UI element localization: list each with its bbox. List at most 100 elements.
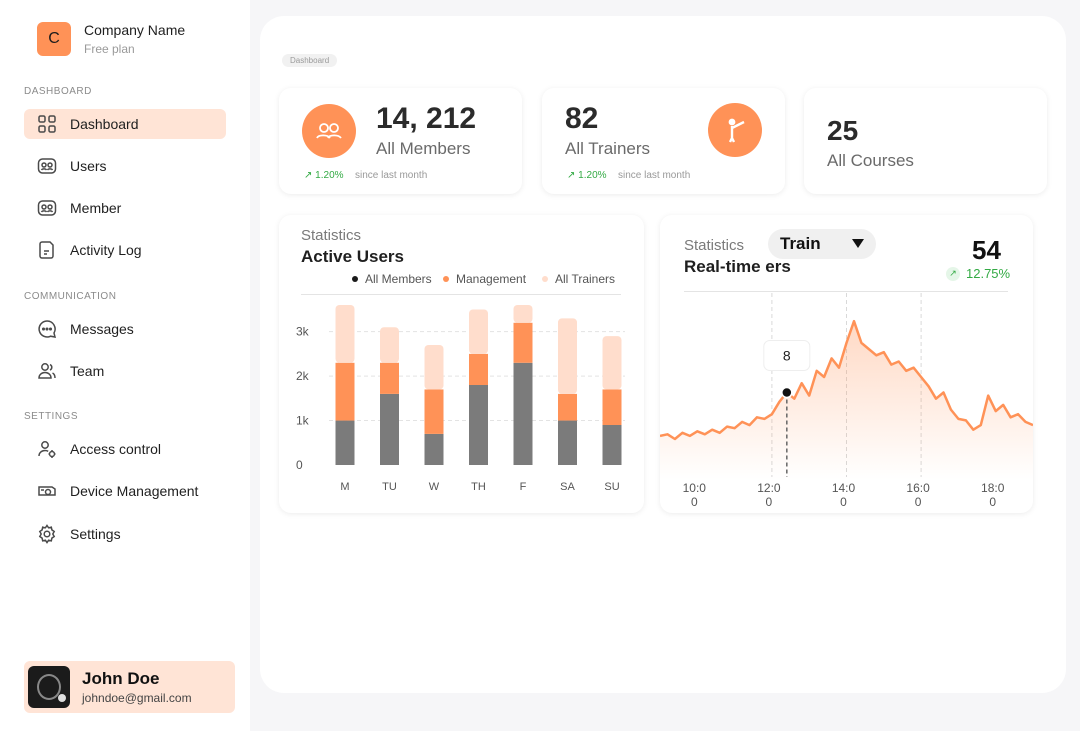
bar-w-all-members (424, 433, 444, 465)
realtime-type-dropdown[interactable]: Train (768, 229, 876, 259)
realtime-change: ↗ 12.75% (946, 266, 1010, 281)
sidebar-item-activity-log[interactable]: Activity Log (24, 235, 226, 265)
user-name: John Doe (82, 669, 160, 688)
section-label-dashboard: DASHBOARD (24, 86, 92, 97)
realtime-value: 54 (972, 235, 1001, 265)
sidebar-item-users[interactable]: Users (24, 151, 226, 181)
bar-th-all-members (469, 385, 488, 465)
x-tick-label: SU (604, 481, 619, 493)
realtime-title: Real-time ers (684, 257, 791, 276)
bar-su-management (602, 389, 622, 425)
trainer-icon (708, 103, 762, 157)
sidebar-item-label: Dashboard (70, 116, 139, 132)
sidebar-item-messages[interactable]: Messages (24, 314, 226, 344)
sidebar-item-label: Member (70, 200, 122, 216)
x-tick-label: SA (560, 481, 575, 493)
company-header[interactable]: C Company Name Free plan (37, 22, 185, 56)
members-label: All Members (376, 139, 471, 158)
section-label-settings: SETTINGS (24, 411, 79, 422)
bar-m-all-trainers (335, 305, 355, 363)
bar-m-all-members (335, 420, 355, 465)
realtime-area-fill (660, 321, 1033, 480)
caret-down-icon (852, 239, 864, 248)
bar-sa-all-members (558, 420, 577, 465)
bar-su-all-trainers (602, 336, 622, 390)
user-lock-icon (36, 438, 58, 460)
active-users-card: Statistics Active Users All Members Mana… (279, 215, 644, 513)
members-change: ↗ 1.20% (304, 170, 344, 181)
courses-value: 25 (827, 115, 859, 146)
legend-management: Management (443, 272, 526, 286)
sidebar-item-label: Device Management (70, 483, 199, 499)
active-users-bar-chart: 0 1k 2k 3k M TU W TH F SA SU (296, 305, 625, 493)
document-icon (36, 239, 58, 261)
realtime-subtitle: Statistics (684, 237, 745, 254)
courses-label: All Courses (827, 151, 914, 170)
arrow-up-right-icon: ↗ (304, 170, 316, 181)
bar-f-all-members (513, 362, 533, 465)
sidebar-item-access-control[interactable]: Access control (24, 434, 226, 464)
sidebar-item-label: Activity Log (70, 242, 142, 258)
company-plan: Free plan (84, 42, 135, 56)
y-tick-label: 1k (296, 414, 310, 428)
x-tick-label: TU (382, 481, 397, 493)
chat-icon (36, 318, 58, 340)
x-tick-label: W (429, 481, 440, 493)
x-tick-label: 0 (691, 495, 698, 509)
arrow-up-right-icon: ↗ (567, 170, 579, 181)
realtime-line (660, 319, 1033, 441)
company-logo: C (37, 22, 71, 56)
team-icon (36, 360, 58, 382)
x-tick-label: 0 (989, 495, 996, 509)
sidebar-item-dashboard[interactable]: Dashboard (24, 109, 226, 139)
company-name: Company Name (84, 22, 186, 38)
active-users-title: Active Users (301, 247, 405, 266)
x-tick-label: 10:0 (683, 481, 707, 495)
sidebar-item-team[interactable]: Team (24, 356, 226, 386)
y-tick-label: 2k (296, 369, 310, 383)
sidebar: C Company Name Free plan DASHBOARD Dashb… (0, 0, 250, 731)
x-tick-label: F (520, 481, 527, 493)
bar-f-management (513, 322, 533, 363)
stat-card-members: 14, 212 All Members ↗ 1.20% since last m… (279, 88, 522, 194)
section-label-communication: COMMUNICATION (24, 291, 117, 302)
bar-m-management (335, 362, 355, 421)
member-icon (36, 197, 58, 219)
avatar (28, 666, 70, 708)
trainers-since: since last month (618, 170, 691, 181)
gear-icon (36, 523, 58, 545)
bar-tu-all-trainers (380, 327, 399, 363)
trainers-change: ↗ 1.20% (567, 170, 607, 181)
realtime-card: Statistics Real-time ers Train 54 ↗ 12.75… (660, 215, 1033, 513)
x-tick-label: M (340, 481, 349, 493)
sidebar-item-label: Users (70, 158, 107, 174)
sidebar-item-label: Settings (70, 526, 121, 542)
arrow-up-right-icon: ↗ (946, 266, 960, 281)
bar-sa-all-trainers (558, 318, 577, 394)
breadcrumb[interactable]: Dashboard (282, 54, 338, 67)
user-email: johndoe@gmail.com (82, 691, 192, 705)
users-icon (36, 155, 58, 177)
legend-all-trainers: All Trainers (542, 272, 615, 286)
members-since: since last month (355, 170, 428, 181)
legend-all-members: All Members (352, 272, 432, 286)
sidebar-item-label: Access control (70, 441, 162, 457)
x-tick-label: 12:0 (757, 481, 781, 495)
x-tick-label: 0 (915, 495, 922, 509)
x-tick-label: 18:0 (981, 481, 1005, 495)
sidebar-item-device-management[interactable]: Device Management (24, 476, 226, 506)
stat-card-trainers: 82 All Trainers ↗ 1.20% since last month (542, 88, 785, 194)
sidebar-item-settings[interactable]: Settings (24, 519, 226, 549)
members-value: 14, 212 (376, 102, 477, 135)
trainers-value: 82 (565, 102, 599, 135)
bar-tu-management (380, 362, 399, 394)
x-tick-label: 0 (766, 495, 773, 509)
sidebar-item-member[interactable]: Member (24, 193, 226, 223)
y-tick-label: 3k (296, 325, 310, 339)
y-tick-label: 0 (296, 458, 303, 472)
active-users-subtitle: Statistics (301, 227, 362, 244)
trainers-label: All Trainers (565, 139, 651, 158)
user-profile-card[interactable]: John Doe johndoe@gmail.com (24, 661, 235, 713)
tooltip-value: 8 (783, 348, 791, 364)
bar-tu-all-members (380, 393, 399, 465)
